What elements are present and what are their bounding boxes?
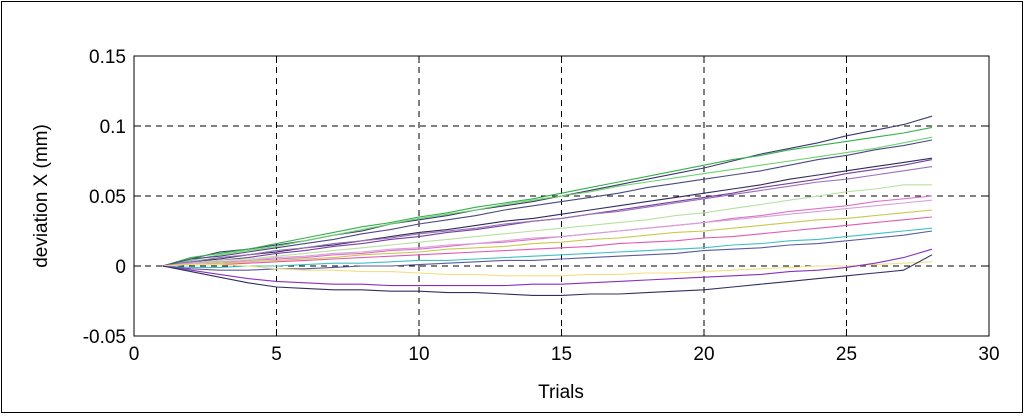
- y-tick-label: 0: [115, 257, 126, 278]
- x-tick-label: 20: [693, 344, 714, 365]
- series-line-12: [162, 216, 933, 267]
- series-line-15: [162, 261, 933, 277]
- series-line-10: [162, 199, 933, 267]
- x-tick-label: 15: [551, 344, 572, 365]
- y-tick-label: 0.05: [89, 187, 126, 208]
- series-line-2: [162, 126, 933, 267]
- series-line-8: [162, 184, 932, 267]
- y-axis-label: deviation X (mm): [31, 124, 52, 268]
- y-tick-labels: -0.05 0 0.05 0.1 0.15: [83, 47, 126, 348]
- series-line-11: [162, 209, 933, 267]
- series-line-3: [162, 136, 933, 267]
- series-line-9: [162, 195, 933, 267]
- x-tick-label: 10: [408, 344, 429, 365]
- y-tick-label: 0.15: [89, 47, 126, 68]
- series-line-16: [162, 248, 933, 287]
- tick-marks: [133, 55, 990, 337]
- y-tick-label: 0.1: [100, 117, 126, 138]
- x-tick-label: 0: [129, 344, 140, 365]
- series-line-1: [162, 115, 933, 267]
- x-tick-label: 5: [271, 344, 282, 365]
- series-line-7: [162, 166, 933, 267]
- series-line-4: [162, 139, 933, 267]
- x-tick-label: 30: [978, 344, 999, 365]
- series-line-5: [162, 157, 933, 267]
- series-line-14: [162, 230, 933, 271]
- y-tick-label: -0.05: [83, 327, 126, 348]
- x-tick-labels: 0 5 10 15 20 25 30: [129, 344, 1000, 365]
- series-line-13: [162, 227, 933, 268]
- x-tick-label: 25: [836, 344, 857, 365]
- series-line-17: [162, 254, 933, 296]
- series-lines: [162, 115, 933, 296]
- x-axis-label: Trials: [538, 382, 584, 403]
